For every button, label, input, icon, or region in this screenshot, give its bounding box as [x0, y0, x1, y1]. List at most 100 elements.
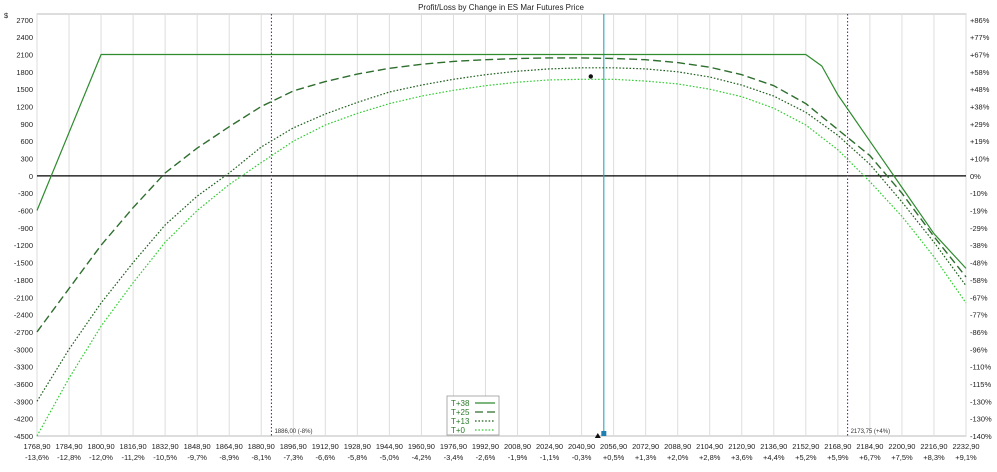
y-pct-label: -67% [970, 293, 988, 302]
x-tick-label: 1896,90 [280, 442, 307, 451]
y-tick-label: 600 [20, 137, 33, 146]
legend-label: T+25 [451, 408, 470, 417]
x-tick-label: 2056,90 [600, 442, 627, 451]
x-tick-label: 1832,90 [152, 442, 179, 451]
y-tick-label: -4200 [14, 415, 33, 424]
x-tick-label: 2200,90 [888, 442, 915, 451]
x-tick-label: 1880,90 [248, 442, 275, 451]
x-tick-label: 2104,90 [696, 442, 723, 451]
current-price-marker [601, 431, 607, 436]
y-tick-label: -1500 [14, 259, 33, 268]
x-pct-label: -10,5% [153, 453, 177, 462]
x-tick-label: 1768,90 [23, 442, 50, 451]
data-point-marker [588, 74, 593, 79]
y-pct-label: -29% [970, 224, 988, 233]
x-pct-label: +6,7% [859, 453, 881, 462]
legend: T+38T+25T+13T+0 [446, 395, 500, 436]
y-unit-label: $ [4, 11, 9, 20]
series-line-tplus38 [36, 53, 967, 269]
y-pct-label: -130% [970, 397, 992, 406]
y-pct-label: -48% [970, 259, 988, 268]
y-tick-label: 300 [20, 155, 33, 164]
series-line-tplus13 [36, 67, 967, 402]
reference-lines: 1886,00 (-8%) 2173,75 (+4%) [270, 14, 890, 436]
x-tick-label: 1848,90 [184, 442, 211, 451]
y-tick-label: 2700 [16, 16, 33, 25]
y-pct-label: -96% [970, 345, 988, 354]
x-tick-label: 1928,90 [344, 442, 371, 451]
y-pct-label: +58% [970, 68, 990, 77]
y-pct-label: 0% [970, 172, 981, 181]
x-pct-label: +8,3% [923, 453, 945, 462]
y-tick-label: -3000 [14, 345, 33, 354]
x-tick-label: 2216,90 [920, 442, 947, 451]
y-pct-label: +29% [970, 120, 990, 129]
x-pct-label: -13,6% [25, 453, 49, 462]
x-pct-label: -4,2% [412, 453, 432, 462]
x-tick-label: 1784,90 [55, 442, 82, 451]
x-tick-label: 2232,90 [952, 442, 979, 451]
y-pct-label: -77% [970, 311, 988, 320]
x-tick-label: 1960,90 [408, 442, 435, 451]
series-line-tplus0 [36, 78, 967, 437]
x-tick-label: 2008,90 [504, 442, 531, 451]
x-tick-label: 1912,90 [312, 442, 339, 451]
y-pct-label: +77% [970, 33, 990, 42]
y-tick-label: -900 [18, 224, 33, 233]
y-tick-label: 900 [20, 120, 33, 129]
x-pct-label: -9,7% [187, 453, 207, 462]
x-pct-label: -11,2% [121, 453, 145, 462]
series-line-tplus25 [36, 57, 967, 333]
y-tick-label: -3900 [14, 397, 33, 406]
x-tick-label: 2168,90 [824, 442, 851, 451]
x-pct-label: -6,6% [316, 453, 336, 462]
y-tick-label: -3600 [14, 380, 33, 389]
x-pct-label: +2,0% [667, 453, 689, 462]
x-pct-label: -1,1% [540, 453, 560, 462]
x-pct-label: +7,5% [891, 453, 913, 462]
x-tick-label: 1944,90 [376, 442, 403, 451]
y-tick-label: 2400 [16, 33, 33, 42]
x-tick-label: 1864,90 [216, 442, 243, 451]
x-tick-label: 2088,90 [664, 442, 691, 451]
y-pct-label: -140% [970, 432, 992, 441]
x-tick-label: 2136,90 [760, 442, 787, 451]
y-tick-label: -3300 [14, 363, 33, 372]
x-tick-label: 1992,90 [472, 442, 499, 451]
y-tick-label: -4500 [14, 432, 33, 441]
series-lines [36, 53, 967, 437]
y-tick-label: -2700 [14, 328, 33, 337]
y-pct-label: +38% [970, 102, 990, 111]
x-pct-label: +1,3% [635, 453, 657, 462]
y-tick-label: -300 [18, 189, 33, 198]
x-pct-label: +0,5% [603, 453, 625, 462]
x-tick-label: 2184,90 [856, 442, 883, 451]
x-tick-label: 1976,90 [440, 442, 467, 451]
x-pct-label: -0,3% [572, 453, 592, 462]
y-pct-label: +19% [970, 137, 990, 146]
y-tick-label: 1500 [16, 85, 33, 94]
x-pct-label: -5,8% [348, 453, 368, 462]
y-pct-label: -130% [970, 415, 992, 424]
x-tick-label: 2040,90 [568, 442, 595, 451]
y-pct-label: +67% [970, 50, 990, 59]
legend-label: T+13 [451, 417, 470, 426]
triangle-marker [594, 433, 601, 438]
x-pct-label: -5,0% [380, 453, 400, 462]
y-tick-label: 1800 [16, 68, 33, 77]
y-pct-label: -38% [970, 241, 988, 250]
y-pct-label: -10% [970, 189, 988, 198]
y-tick-label: 1200 [16, 102, 33, 111]
y-pct-label: -115% [970, 380, 991, 389]
y-tick-label: 0 [29, 172, 33, 181]
markers [588, 74, 607, 438]
y-pct-label: +10% [970, 155, 990, 164]
y-tick-label: -1200 [14, 241, 33, 250]
y-pct-label: -19% [970, 207, 988, 216]
x-tick-label: 1800,90 [88, 442, 115, 451]
y-pct-label: +86% [970, 16, 990, 25]
x-pct-label: -8,1% [251, 453, 271, 462]
x-pct-label: -2,6% [476, 453, 496, 462]
x-tick-label: 2024,90 [536, 442, 563, 451]
